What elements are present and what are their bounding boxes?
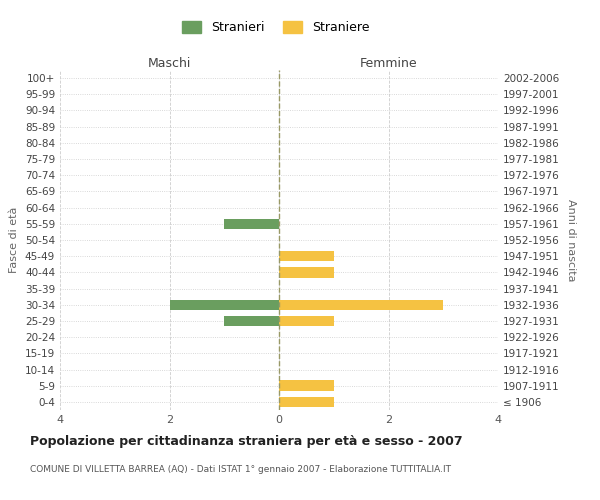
Text: Femmine: Femmine — [359, 57, 418, 70]
Bar — [224, 218, 279, 229]
Bar — [279, 300, 443, 310]
Text: Maschi: Maschi — [148, 57, 191, 70]
Bar — [279, 380, 334, 391]
Bar — [224, 316, 279, 326]
Text: COMUNE DI VILLETTA BARREA (AQ) - Dati ISTAT 1° gennaio 2007 - Elaborazione TUTTI: COMUNE DI VILLETTA BARREA (AQ) - Dati IS… — [30, 465, 451, 474]
Y-axis label: Anni di nascita: Anni di nascita — [566, 198, 576, 281]
Bar — [170, 300, 279, 310]
Legend: Stranieri, Straniere: Stranieri, Straniere — [178, 16, 374, 40]
Bar — [279, 267, 334, 278]
Bar — [279, 396, 334, 407]
Text: Popolazione per cittadinanza straniera per età e sesso - 2007: Popolazione per cittadinanza straniera p… — [30, 435, 463, 448]
Bar — [279, 251, 334, 262]
Bar — [279, 316, 334, 326]
Y-axis label: Fasce di età: Fasce di età — [10, 207, 19, 273]
